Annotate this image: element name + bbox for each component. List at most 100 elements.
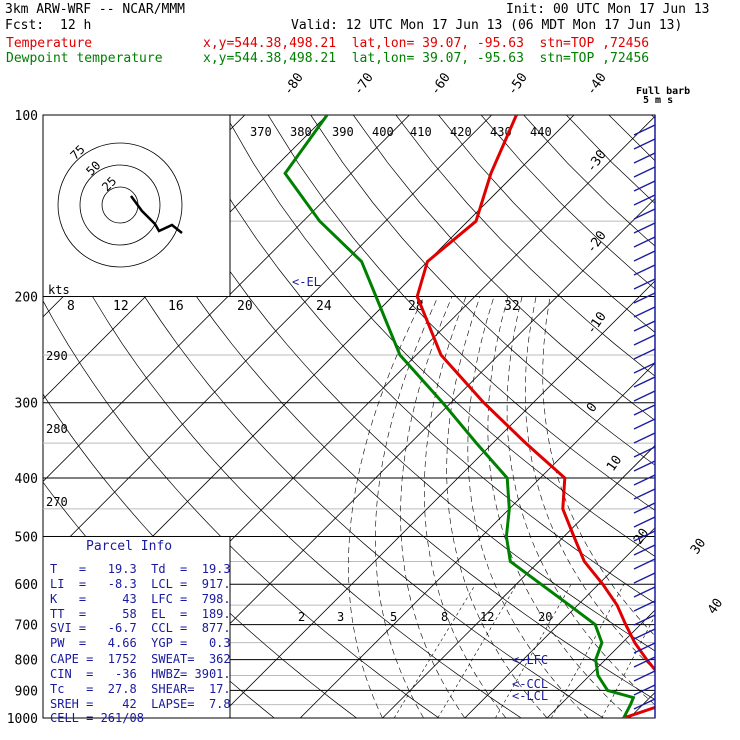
- wind-barb: [633, 586, 656, 598]
- wind-barb: [633, 306, 656, 318]
- wind-barb: [633, 152, 656, 164]
- wind-barb: [633, 166, 656, 178]
- mixing-ratio-line: [601, 615, 655, 718]
- level-annotation-ccl: <-CCL: [512, 677, 548, 691]
- pressure-tick-label: 100: [15, 109, 38, 124]
- adiabat-label: 290: [46, 349, 68, 363]
- isotherm-line: [135, 198, 655, 718]
- moist-adiabat-line: [506, 296, 655, 706]
- wind-scale-label: 24: [316, 299, 332, 314]
- parcel-row: LI = -8.3 LCL = 917.: [50, 577, 231, 591]
- moist-adiabat-line: [487, 296, 630, 718]
- mixing-ratio-label: 2: [298, 610, 305, 624]
- hodograph-trace: [129, 195, 183, 234]
- dry-adiabat-line: [694, 115, 740, 718]
- full-barb-units: 5 m s: [643, 95, 673, 106]
- dry-adiabat-line: [566, 115, 655, 204]
- isotherm-label: -70: [351, 70, 377, 98]
- isotherm-line: [546, 609, 655, 718]
- adiabat-label: 400: [372, 125, 394, 139]
- wind-barb: [633, 670, 656, 682]
- level-annotation-el: <-EL: [292, 275, 321, 289]
- wind-barb: [633, 390, 656, 402]
- moist-adiabat-line: [467, 296, 589, 718]
- parcel-row: T = 19.3 Td = 19.3: [50, 562, 231, 576]
- dewpoint-label: Dewpoint temperature: [6, 51, 163, 66]
- parcel-info-box: [42, 535, 231, 719]
- isotherm-line: [629, 691, 655, 718]
- isotherm-label: -40: [584, 70, 610, 98]
- full-barb-label: Full barb: [636, 86, 690, 97]
- adiabat-label: 370: [250, 125, 272, 139]
- dry-adiabat-line: [225, 115, 655, 557]
- dry-adiabat-line: [395, 115, 655, 377]
- wind-barb: [633, 222, 656, 234]
- wind-scale-label: 20: [237, 299, 253, 314]
- wind-barb: [633, 600, 656, 612]
- pressure-tick-label: 900: [15, 684, 38, 699]
- wind-barb: [633, 614, 656, 626]
- adiabat-label: 270: [46, 495, 68, 509]
- mixing-ratio-label: 8: [441, 610, 448, 624]
- parcel-row: CIN = -36 HWBZ= 3901.: [50, 667, 231, 681]
- pressure-tick-label: 300: [15, 397, 38, 412]
- adiabat-label: 390: [332, 125, 354, 139]
- moist-adiabat-line: [446, 296, 548, 718]
- dry-adiabat-line: [310, 115, 655, 466]
- adiabat-label: 420: [450, 125, 472, 139]
- moist-adiabat-line: [542, 296, 655, 637]
- pressure-tick-label: 200: [15, 291, 38, 306]
- wind-barb: [633, 194, 656, 206]
- wind-barb: [633, 292, 656, 304]
- parcel-row: K = 43 LFC = 798.: [50, 592, 231, 606]
- hodograph-ring: [79, 164, 161, 246]
- wind-barb: [633, 558, 656, 570]
- wind-barb: [633, 656, 656, 668]
- wind-barb: [633, 334, 656, 346]
- wind-barb: [633, 684, 656, 696]
- dry-adiabat-line: [182, 115, 655, 604]
- pressure-tick-label: 400: [15, 472, 38, 487]
- wind-barb: [633, 628, 656, 640]
- adiabat-label: 440: [530, 125, 552, 139]
- wind-scale-label: 12: [113, 299, 129, 314]
- isotherm-label: 30: [688, 536, 709, 557]
- pressure-tick-label: 600: [15, 578, 38, 593]
- wind-barb: [633, 138, 656, 150]
- isotherm-label: -50: [505, 70, 531, 98]
- wind-barb: [633, 278, 656, 290]
- model-label: 3km ARW-WRF -- NCAR/MMM: [5, 2, 186, 17]
- level-annotation-lfc: <-LFC: [512, 653, 548, 667]
- wind-barb: [633, 264, 656, 276]
- isotherm-label: -10: [584, 309, 610, 337]
- wind-barb: [633, 698, 656, 710]
- moist-adiabat-line: [400, 296, 466, 718]
- hodograph-box: [42, 114, 231, 298]
- dry-adiabat-line: [43, 197, 522, 718]
- temperature-location: x,y=544.38,498.21 lat,lon= 39.07, -95.63…: [203, 36, 650, 51]
- wind-scale-label: 8: [67, 299, 75, 314]
- moist-adiabat-line: [375, 296, 439, 718]
- mixing-ratio-label: 20: [538, 610, 552, 624]
- wind-barb: [633, 362, 656, 374]
- mixing-ratio-line: [551, 584, 625, 718]
- parcel-row: CAPE = 1752 SWEAT= 362: [50, 652, 231, 666]
- isotherm-label: -60: [428, 70, 454, 98]
- parcel-row: Tc = 27.8 SHEAR= 17.: [50, 682, 231, 696]
- wind-barb: [633, 502, 656, 514]
- parcel-row: SVI = -6.7 CCL = 877.: [50, 621, 231, 635]
- dry-adiabat-line: [97, 115, 655, 700]
- isotherm-label: 40: [705, 596, 726, 617]
- wind-scale-label: 16: [168, 299, 184, 314]
- isotherm-line: [464, 527, 655, 718]
- pressure-tick-label: 1000: [7, 712, 38, 727]
- wind-barb: [633, 348, 656, 360]
- isotherm-line: [43, 115, 410, 482]
- wind-barb: [633, 432, 656, 444]
- parcel-row: SREH = 42 LAPSE= 7.8: [50, 697, 231, 711]
- wind-scale-label: 32: [504, 299, 520, 314]
- mixing-ratio-line: [495, 584, 572, 718]
- wind-barb: [633, 208, 656, 220]
- isotherm-line: [712, 115, 740, 718]
- isotherm-label: 20: [631, 526, 652, 547]
